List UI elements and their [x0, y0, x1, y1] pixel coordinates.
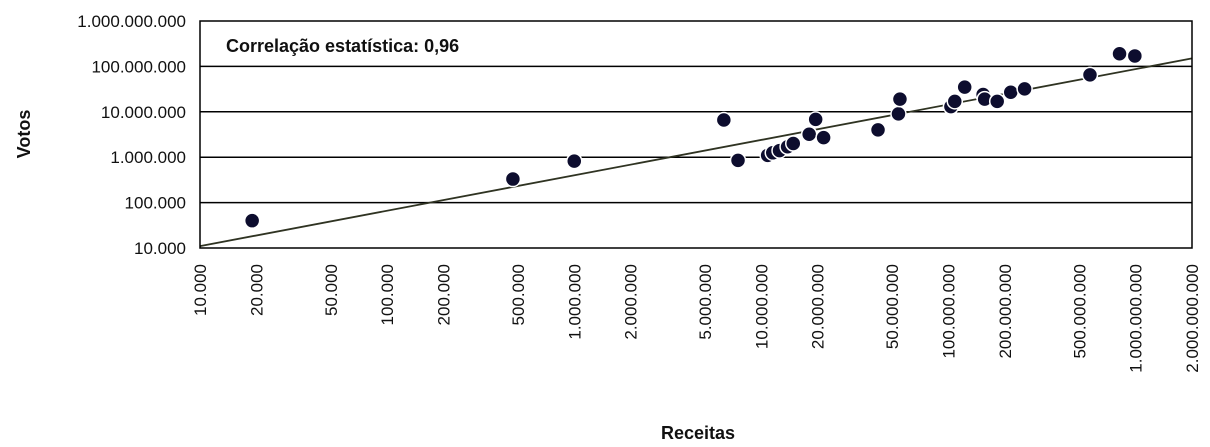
- x-tick-label: 20.000.000: [809, 264, 828, 349]
- x-tick-label: 50.000.000: [883, 264, 902, 349]
- trendline: [199, 57, 1193, 248]
- trendline-group: [199, 57, 1193, 248]
- x-tick-label: 100.000: [378, 264, 397, 325]
- x-tick-label: 2.000.000.000: [1183, 264, 1202, 373]
- data-point: [1111, 45, 1128, 62]
- data-point: [800, 126, 818, 143]
- data-point: [1002, 83, 1019, 101]
- y-tick-label: 1.000.000: [110, 148, 186, 167]
- x-tick-label: 200.000.000: [996, 264, 1015, 359]
- x-tick-label: 500.000: [509, 264, 528, 325]
- x-tick-label: 500.000.000: [1070, 264, 1089, 359]
- x-tick-labels: 10.000 20.000 50.000 100.000 200.000 500.000 1…: [191, 264, 1202, 373]
- y-axis-title: Votos: [14, 110, 34, 159]
- data-point: [243, 212, 261, 229]
- data-point: [1126, 47, 1144, 65]
- data-point: [785, 135, 802, 152]
- data-point: [1081, 66, 1099, 84]
- grid-lines: [200, 65, 1192, 204]
- data-point: [1016, 80, 1033, 98]
- data-point: [566, 152, 583, 170]
- data-point: [729, 152, 747, 169]
- x-tick-label: 1.000.000: [565, 264, 584, 340]
- data-point: [946, 93, 964, 110]
- data-point: [988, 93, 1006, 110]
- x-tick-label: 10.000: [191, 264, 210, 316]
- x-tick-label: 10.000.000: [752, 264, 771, 349]
- y-tick-label: 100.000: [125, 194, 186, 213]
- data-point: [504, 170, 522, 188]
- y-tick-label: 10.000: [134, 239, 186, 258]
- x-tick-label: 2.000.000: [622, 264, 641, 340]
- data-point: [807, 111, 824, 128]
- data-point: [890, 105, 907, 123]
- plot-area-frame: [199, 20, 1193, 249]
- data-points: [243, 45, 1144, 229]
- data-point: [956, 78, 973, 96]
- x-tick-label: 20.000: [247, 264, 266, 316]
- x-axis-title: Receitas: [661, 423, 735, 442]
- data-point: [715, 111, 733, 129]
- y-tick-label: 100.000.000: [91, 57, 186, 76]
- x-tick-label: 100.000.000: [940, 264, 959, 359]
- x-tick-label: 200.000: [434, 264, 453, 325]
- y-tick-labels: 10.000 100.000 1.000.000 10.000.000 100.000.…: [77, 12, 186, 258]
- correlation-annotation: Correlação estatística: 0,96: [226, 36, 459, 56]
- x-tick-label: 5.000.000: [696, 264, 715, 340]
- y-tick-label: 10.000.000: [101, 103, 186, 122]
- y-tick-label: 1.000.000.000: [77, 12, 186, 31]
- data-point: [891, 90, 909, 108]
- data-point: [815, 129, 832, 146]
- data-point: [869, 121, 887, 139]
- x-tick-label: 1.000.000.000: [1127, 264, 1146, 373]
- x-tick-label: 50.000: [322, 264, 341, 316]
